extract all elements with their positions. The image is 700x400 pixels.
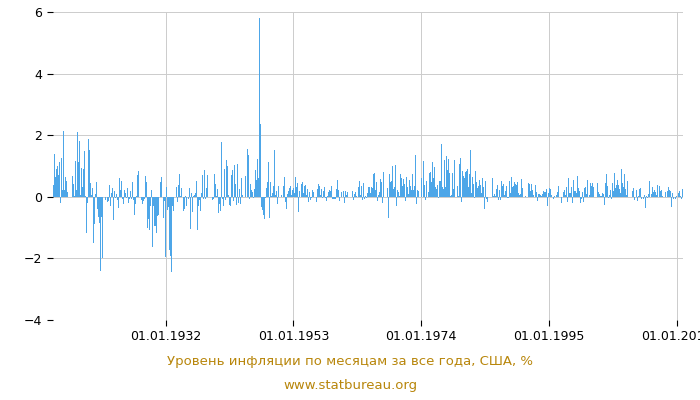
Text: www.statbureau.org: www.statbureau.org — [283, 380, 417, 392]
Text: Уровень инфляции по месяцам за все года, США, %: Уровень инфляции по месяцам за все года,… — [167, 356, 533, 368]
